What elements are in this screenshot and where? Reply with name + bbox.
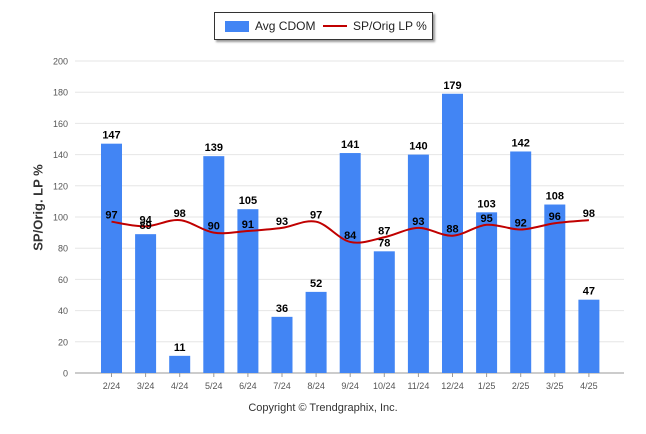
- x-tick-label: 3/25: [546, 381, 564, 391]
- line-value-label: 93: [276, 216, 288, 228]
- bar: [101, 143, 122, 373]
- x-tick-label: 12/24: [441, 381, 464, 391]
- line-value-label: 87: [378, 225, 390, 237]
- bar-value-label: 36: [276, 303, 288, 315]
- y-tick-label: 200: [53, 57, 68, 67]
- bar-value-label: 89: [139, 220, 151, 232]
- line-value-label: 91: [242, 219, 254, 231]
- line-value-label: 98: [583, 208, 595, 220]
- x-tick-label: 2/24: [103, 381, 121, 391]
- bar-value-label: 78: [378, 237, 390, 249]
- y-axis-label: SP/Orig. LP %: [30, 164, 46, 251]
- bar-value-label: 52: [310, 278, 322, 290]
- bar-value-label: 11: [174, 342, 186, 354]
- x-tick-label: 2/25: [512, 381, 530, 391]
- bar: [373, 251, 395, 373]
- bar-swatch-icon: [225, 20, 249, 32]
- bar-value-label: 105: [239, 195, 257, 207]
- line-value-label: 84: [344, 230, 357, 242]
- bar: [271, 316, 293, 373]
- bar: [510, 151, 532, 373]
- y-tick-label: 140: [53, 150, 68, 160]
- line-value-label: 93: [412, 216, 424, 228]
- x-tick-label: 8/24: [307, 381, 325, 391]
- bar-value-label: 139: [205, 142, 223, 154]
- bar-value-label: 142: [512, 137, 530, 149]
- bar-value-label: 140: [409, 141, 427, 153]
- x-tick-label: 4/25: [580, 381, 598, 391]
- x-tick-label: 1/25: [478, 381, 496, 391]
- y-tick-label: 60: [58, 275, 68, 285]
- x-tick-label: 11/24: [407, 381, 429, 391]
- y-tick-label: 40: [58, 306, 68, 316]
- bar-value-label: 179: [443, 80, 461, 92]
- y-tick-label: 160: [53, 119, 68, 129]
- bar-value-label: 108: [546, 191, 564, 203]
- line-value-label: 95: [480, 213, 492, 225]
- bar-value-label: 47: [583, 286, 595, 298]
- line-value-label: 97: [105, 210, 117, 222]
- legend: Avg CDOM SP/Orig LP %: [214, 12, 433, 40]
- y-tick-label: 0: [63, 369, 68, 379]
- bar-value-label: 147: [102, 130, 120, 142]
- line-swatch-icon: [323, 25, 347, 27]
- line-value-label: 96: [549, 211, 561, 223]
- y-tick-label: 100: [53, 213, 68, 223]
- x-tick-label: 4/24: [171, 381, 189, 391]
- line-value-label: 90: [208, 221, 220, 233]
- bar: [169, 355, 191, 373]
- bar: [203, 156, 225, 373]
- copyright-text: Copyright © Trendgraphix, Inc.: [248, 402, 398, 414]
- x-tick-label: 5/24: [205, 381, 223, 391]
- y-tick-label: 120: [53, 181, 68, 191]
- y-tick-label: 20: [58, 337, 68, 347]
- line-value-label: 92: [515, 217, 527, 229]
- bar: [339, 153, 361, 373]
- x-tick-label: 6/24: [239, 381, 257, 391]
- y-tick-label: 80: [58, 244, 68, 254]
- bar-value-label: 141: [341, 139, 359, 151]
- bar: [476, 212, 498, 373]
- legend-bar-label: Avg CDOM: [255, 19, 316, 33]
- bar: [305, 291, 327, 373]
- series-line: [111, 219, 589, 244]
- line-value-label: 98: [174, 208, 186, 220]
- legend-item-line[interactable]: SP/Orig LP %: [323, 13, 427, 39]
- x-tick-label: 10/24: [373, 381, 396, 391]
- bar: [407, 154, 429, 373]
- legend-item-bars[interactable]: Avg CDOM: [225, 13, 315, 39]
- bar: [578, 299, 600, 373]
- x-tick-label: 9/24: [341, 381, 359, 391]
- line-value-label: 88: [446, 224, 458, 236]
- bar: [237, 209, 259, 373]
- bar: [544, 204, 566, 373]
- line-value-label: 97: [310, 210, 322, 222]
- bar-value-label: 103: [477, 198, 495, 210]
- line-value-label: 94: [139, 214, 152, 226]
- bar: [442, 93, 463, 373]
- y-tick-label: 180: [53, 88, 68, 98]
- bar: [135, 234, 157, 373]
- x-tick-label: 3/24: [137, 381, 155, 391]
- x-tick-label: 7/24: [273, 381, 291, 391]
- legend-line-label: SP/Orig LP %: [353, 19, 427, 33]
